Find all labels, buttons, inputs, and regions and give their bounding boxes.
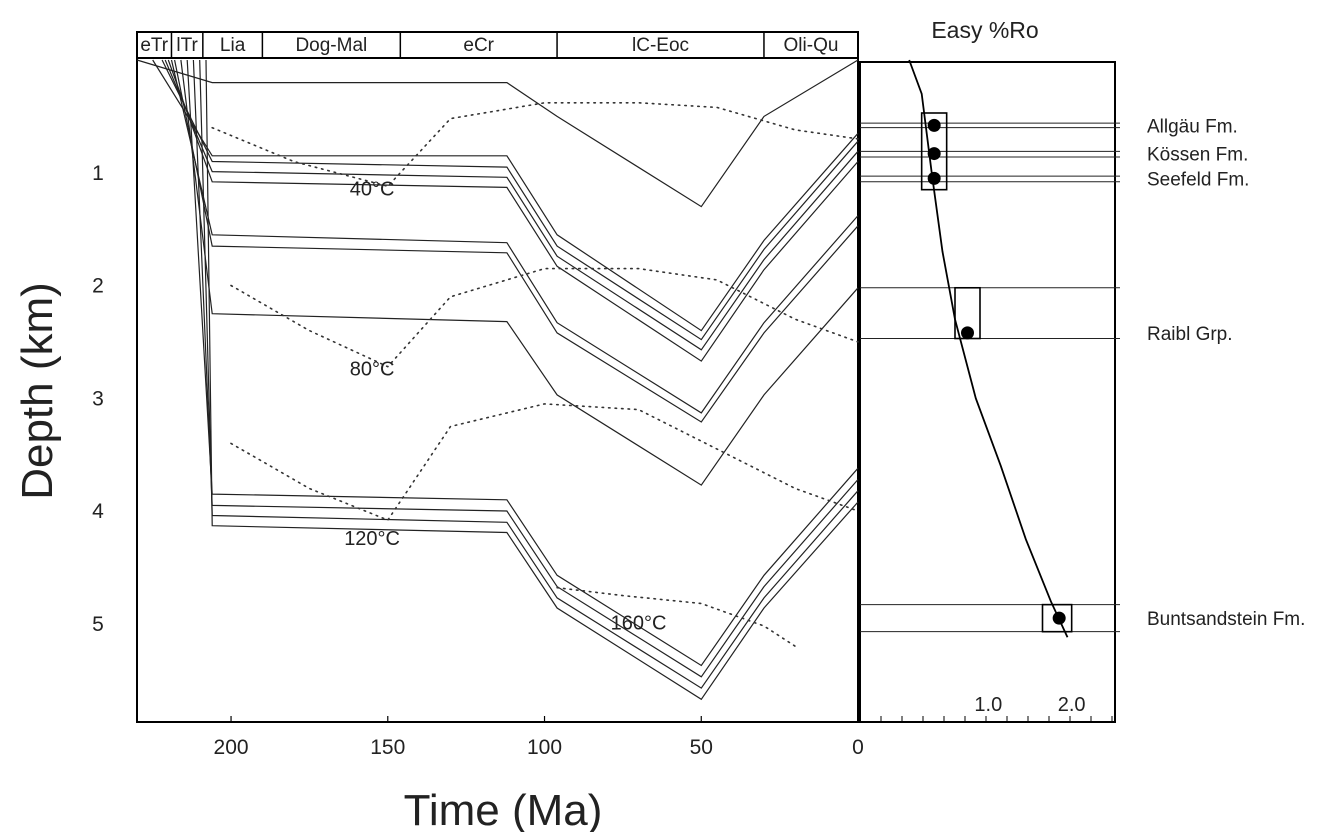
burial-history-chart: eTr lTr Lia Dog-Mal eCr lC-Eoc Oli-Qu 40°C 80°C 1…	[13, 32, 864, 832]
isotherm-label: 120°C	[344, 528, 400, 550]
burial-curve	[162, 60, 858, 340]
period-label: Dog-Mal	[295, 35, 367, 56]
period-label: Lia	[220, 35, 246, 56]
vitrinite-reflectance-chart: Easy %Ro 1.0 2.0 Allgäu Fm. Kössen Fm. Seefel…	[860, 17, 1305, 722]
period-label: eCr	[463, 35, 494, 56]
isotherm-label: 80°C	[350, 359, 395, 381]
y-tick-label: 2	[92, 275, 104, 298]
period-label: lC-Eoc	[632, 35, 689, 56]
isotherm-line	[557, 588, 795, 647]
x-tick-label: 0	[852, 736, 864, 759]
x-tick-label: 50	[690, 736, 713, 759]
ro-data-point	[1053, 612, 1066, 625]
x-tick-label: 100	[527, 736, 562, 759]
period-label: eTr	[140, 35, 168, 56]
isotherm-line	[231, 269, 858, 367]
ro-data-point	[928, 147, 941, 160]
isotherm-label: 40°C	[350, 178, 395, 200]
isotherm-label: 160°C	[611, 612, 667, 634]
ro-data-point	[928, 119, 941, 132]
ro-chart-title: Easy %Ro	[931, 17, 1038, 43]
y-tick-label: 4	[92, 500, 104, 523]
formation-label: Raibl Grp.	[1147, 324, 1233, 345]
x-axis-title: Time (Ma)	[404, 786, 603, 832]
burial-curve	[165, 60, 858, 350]
formation-label: Buntsandstein Fm.	[1147, 609, 1305, 630]
formation-label: Kössen Fm.	[1147, 145, 1248, 166]
formation-label: Allgäu Fm.	[1147, 116, 1238, 137]
ro-plot-frame	[860, 62, 1115, 722]
x-tick-label: 150	[370, 736, 405, 759]
burial-curve	[153, 60, 858, 331]
isotherm-line	[231, 404, 858, 520]
burial-curve	[172, 60, 859, 413]
y-tick-label: 5	[92, 613, 104, 636]
formation-label: Seefeld Fm.	[1147, 169, 1249, 190]
period-label: lTr	[176, 35, 198, 56]
ro-data-point	[928, 172, 941, 185]
ro-x-tick-label: 1.0	[974, 694, 1002, 716]
y-axis-title: Depth (km)	[13, 282, 62, 500]
period-label: Oli-Qu	[784, 35, 839, 56]
ro-x-tick-label: 2.0	[1058, 694, 1086, 716]
burial-curve	[168, 60, 858, 361]
y-tick-label: 1	[92, 162, 104, 185]
ro-model-curve	[909, 60, 1067, 637]
burial-curve	[137, 60, 858, 207]
y-tick-label: 3	[92, 387, 104, 410]
x-tick-label: 200	[214, 736, 249, 759]
burial-curve	[187, 60, 858, 666]
burial-curve	[175, 60, 858, 422]
ro-data-point	[961, 326, 974, 339]
